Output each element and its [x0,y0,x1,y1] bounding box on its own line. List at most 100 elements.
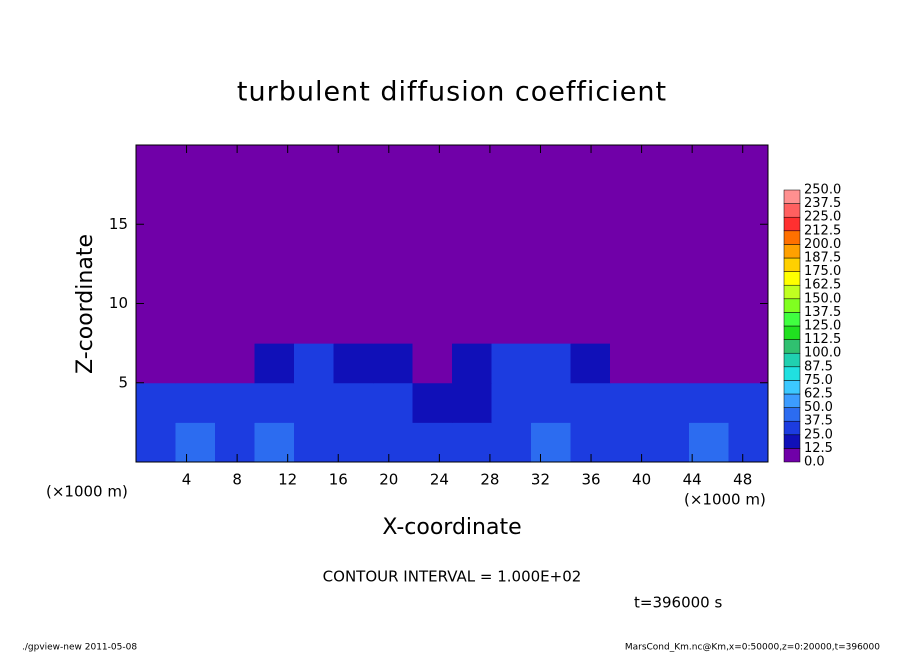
field-cell [412,343,453,384]
field-cell [412,184,453,225]
field-cell [689,303,729,344]
x-tick-label: 8 [232,471,242,489]
field-cell [610,303,650,344]
field-cell [531,303,571,344]
field-cell [333,303,374,344]
colorbar-band [783,339,801,354]
field-cell [294,343,334,384]
x-tick-label: 24 [430,471,449,489]
field-cell [649,145,690,186]
field-cell [294,382,334,423]
field-cell [728,422,769,463]
x-tick-label: 12 [278,471,297,489]
time-label: t=396000 s [634,594,722,612]
field-cell [294,422,334,463]
field-cell [610,145,650,186]
field-cell [215,145,255,186]
field-cell [689,145,729,186]
field-cell [215,422,255,463]
field-cell [373,422,413,463]
field-cell [333,145,374,186]
y-tick-label: 15 [109,215,128,233]
field-cell [610,382,650,423]
field-cell [294,263,334,304]
field-cell [373,184,413,225]
field-cell [215,382,255,423]
colorbar-band [783,271,801,286]
colorbar-band [783,352,801,368]
field-cell [175,303,216,344]
field-cell [175,263,216,304]
field-cell [689,184,729,225]
field-cell [215,184,255,225]
colorbar-label: 212.5 [804,223,841,238]
field-cell [215,263,255,304]
colorbar-label: 75.0 [804,373,833,388]
field-cell [491,145,532,186]
field-cell [689,343,729,384]
field-cell [136,382,176,423]
x-tick-label: 20 [379,471,398,489]
field-cell [728,224,769,265]
field-cell [570,184,611,225]
colorbar-band [783,216,801,232]
colorbar-band [783,434,801,449]
field-cell [610,422,650,463]
field-cell [570,303,611,344]
field-cell [531,343,571,384]
field-cell [373,263,413,304]
chart-title: turbulent diffusion coefficient [237,77,667,108]
field-cell [175,382,216,423]
field-cell [491,263,532,304]
field-cell [412,303,453,344]
field-cell [136,303,176,344]
field-cell [491,422,532,463]
colorbar-label: 25.0 [804,427,833,442]
field-cell [254,263,295,304]
colorbar-label: 150.0 [804,291,841,306]
field-cell [333,224,374,265]
field-cell [531,145,571,186]
colorbar-band [783,298,801,313]
colorbar-band [783,284,801,300]
y-tick-label: 10 [109,294,128,312]
field-cell [649,382,690,423]
colorbar-label: 162.5 [804,278,841,293]
colorbar-label: 50.0 [804,400,833,415]
colorbar-label: 225.0 [804,210,841,225]
field-cell [452,224,492,265]
colorbar-label: 250.0 [804,183,841,198]
field-cell [649,422,690,463]
colorbar-band [783,325,801,340]
field-cell [175,422,216,463]
field-cell [294,145,334,186]
field-cell [689,224,729,265]
x-tick-label: 48 [733,471,752,489]
field-cell [452,382,492,423]
y-axis-label: Z-coordinate [73,234,98,374]
field-cell [491,343,532,384]
field-cell [491,184,532,225]
field-cell [175,343,216,384]
field-cell [728,263,769,304]
field-cell [570,145,611,186]
field-cell [294,184,334,225]
field-cell [610,343,650,384]
field-cell [333,343,374,384]
field-cell [491,303,532,344]
field-cell [689,382,729,423]
field-cell [254,224,295,265]
colorbar-band [783,380,801,395]
field-cell [452,263,492,304]
field-cell [412,145,453,186]
x-axis-label: X-coordinate [382,515,521,540]
field-cell [412,422,453,463]
field-cell [136,145,176,186]
colorbar-label: 37.5 [804,414,833,429]
field-cell [610,224,650,265]
colorbar-label: 125.0 [804,319,841,334]
x-tick-label: 16 [329,471,348,489]
field-cell [649,303,690,344]
footer-right: MarsCond_Km.nc@Km,x=0:50000,z=0:20000,t=… [625,643,880,653]
